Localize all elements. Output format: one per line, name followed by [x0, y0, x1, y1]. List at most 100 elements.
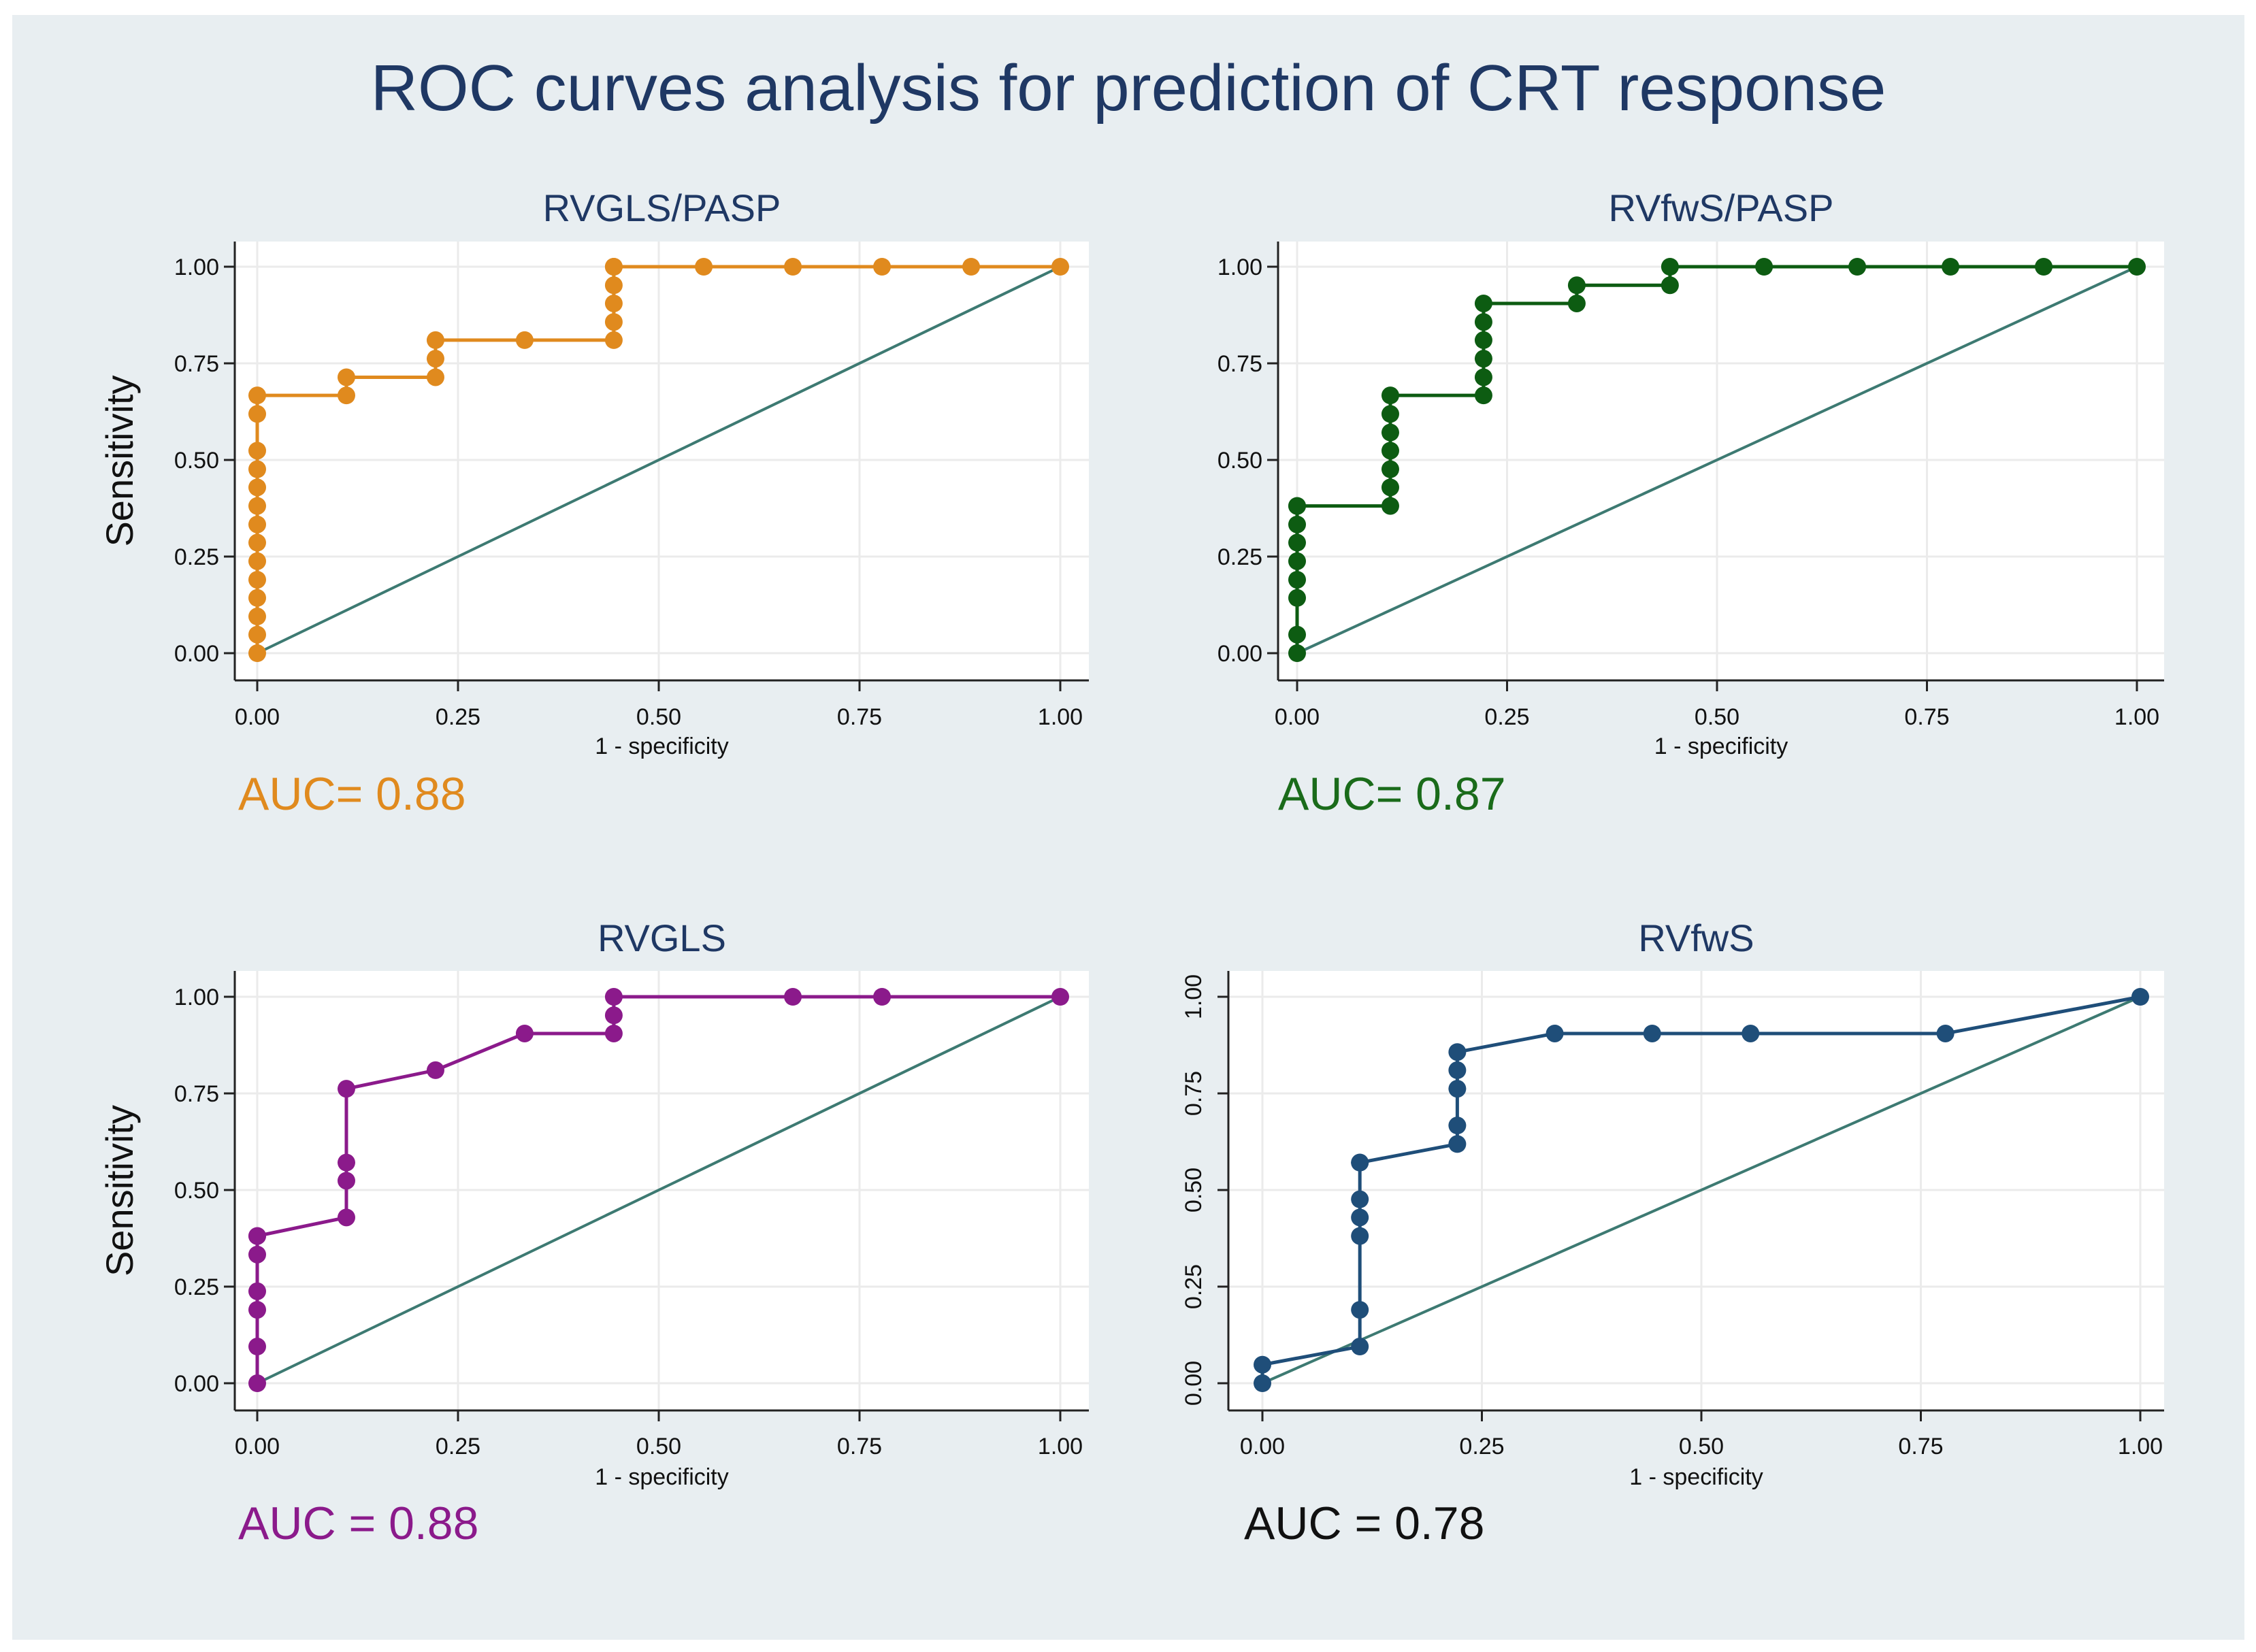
y-tick-label: 0.50	[174, 1178, 219, 1204]
roc-point	[1381, 386, 1399, 405]
x-axis-label: 1 - specificity	[595, 733, 729, 759]
roc-point	[1661, 276, 1679, 295]
roc-point	[2128, 258, 2146, 276]
y-tick-label: 0.25	[1181, 1264, 1207, 1309]
roc-point	[604, 258, 623, 276]
x-tick-label: 0.75	[837, 1434, 882, 1459]
roc-point	[1381, 405, 1399, 423]
x-tick-label: 1.00	[1038, 1434, 1083, 1459]
roc-point	[1474, 313, 1492, 331]
roc-point	[337, 368, 355, 386]
roc-point	[515, 331, 534, 349]
y-tick-label: 0.00	[174, 641, 219, 667]
x-tick-label: 1.00	[1038, 704, 1083, 730]
x-tick-label: 0.25	[436, 1434, 480, 1459]
roc-point	[426, 368, 444, 386]
roc-point	[248, 386, 266, 405]
roc-point	[1351, 1338, 1369, 1356]
roc-point	[1661, 258, 1679, 276]
roc-panel-4: 0.00 0.00 0.25 0.25 0.50 0.50 0.75 0.75 1.00 1.00…	[1181, 916, 2164, 1549]
roc-point	[1381, 497, 1399, 515]
roc-point	[604, 313, 623, 331]
y-axis-label: Sensitivity	[98, 1105, 141, 1276]
roc-point	[337, 386, 355, 405]
roc-point	[248, 608, 266, 626]
roc-point	[604, 276, 623, 295]
roc-point	[1051, 988, 1069, 1006]
roc-point	[248, 552, 266, 570]
roc-point	[784, 988, 802, 1006]
x-tick-label: 0.50	[1695, 704, 1739, 730]
roc-point	[604, 331, 623, 349]
roc-point	[1474, 350, 1492, 368]
roc-point	[1288, 644, 1306, 662]
roc-point	[1351, 1301, 1369, 1319]
roc-point	[1474, 386, 1492, 405]
roc-point	[248, 644, 266, 662]
roc-point	[1051, 258, 1069, 276]
x-tick-label: 0.00	[1240, 1434, 1285, 1459]
x-tick-label: 0.75	[1898, 1434, 1943, 1459]
roc-point	[248, 497, 266, 515]
roc-point	[2131, 988, 2149, 1006]
roc-point	[248, 405, 266, 423]
roc-point	[248, 442, 266, 460]
roc-point	[1288, 533, 1306, 552]
panel-title: RVfwS/PASP	[1609, 186, 1834, 229]
roc-point	[962, 258, 981, 276]
roc-point	[1755, 258, 1773, 276]
roc-point	[2035, 258, 2053, 276]
roc-panel-3: 0.00 0.00 0.25 0.25 0.50 0.50 0.75 0.75 1.00 1.00…	[98, 916, 1089, 1549]
x-tick-label: 0.50	[1679, 1434, 1724, 1459]
auc-annotation: AUC = 0.88	[238, 1498, 478, 1549]
x-tick-label: 0.50	[636, 704, 681, 730]
roc-point	[1474, 331, 1492, 349]
roc-point	[248, 478, 266, 497]
roc-point	[1643, 1024, 1661, 1042]
roc-point	[1448, 1043, 1467, 1061]
roc-point	[1351, 1208, 1369, 1227]
y-tick-label: 1.00	[1217, 254, 1262, 280]
roc-point	[695, 258, 713, 276]
roc-point	[426, 350, 444, 368]
roc-point	[248, 460, 266, 478]
y-tick-label: 0.50	[1181, 1168, 1207, 1212]
y-tick-label: 0.75	[174, 351, 219, 377]
roc-point	[426, 1061, 444, 1079]
roc-point	[248, 625, 266, 644]
y-tick-label: 0.00	[174, 1371, 219, 1397]
roc-point	[1381, 423, 1399, 442]
roc-point	[1288, 625, 1306, 644]
auc-annotation: AUC = 0.78	[1244, 1498, 1484, 1549]
roc-point	[248, 1245, 266, 1263]
roc-point	[1254, 1374, 1271, 1392]
y-tick-label: 1.00	[1181, 974, 1207, 1019]
x-tick-label: 0.25	[1484, 704, 1529, 730]
y-tick-label: 0.25	[174, 1274, 219, 1300]
auc-annotation: AUC= 0.88	[238, 768, 466, 820]
roc-point	[1288, 497, 1306, 515]
roc-point	[1288, 589, 1306, 607]
roc-point	[337, 1153, 355, 1172]
x-axis-label: 1 - specificity	[595, 1464, 729, 1490]
roc-point	[1742, 1024, 1760, 1042]
y-tick-label: 0.25	[1217, 544, 1262, 570]
roc-point	[248, 1301, 266, 1319]
y-tick-label: 1.00	[174, 254, 219, 280]
roc-point	[337, 1208, 355, 1227]
roc-point	[1351, 1190, 1369, 1208]
x-tick-label: 0.25	[436, 704, 480, 730]
panel-title: RVGLS	[598, 916, 726, 959]
roc-point	[248, 1338, 266, 1356]
roc-point	[248, 1227, 266, 1245]
x-tick-label: 0.75	[837, 704, 882, 730]
reference-diagonal-line	[1296, 265, 2138, 655]
roc-point	[1567, 294, 1586, 312]
roc-point	[248, 589, 266, 607]
x-tick-label: 1.00	[2118, 1434, 2163, 1459]
x-tick-label: 1.00	[2114, 704, 2159, 730]
roc-point	[1351, 1153, 1369, 1172]
roc-panel-1: 0.00 0.00 0.25 0.25 0.50 0.50 0.75 0.75 1.00 1.00…	[98, 186, 1089, 820]
roc-point	[604, 988, 623, 1006]
